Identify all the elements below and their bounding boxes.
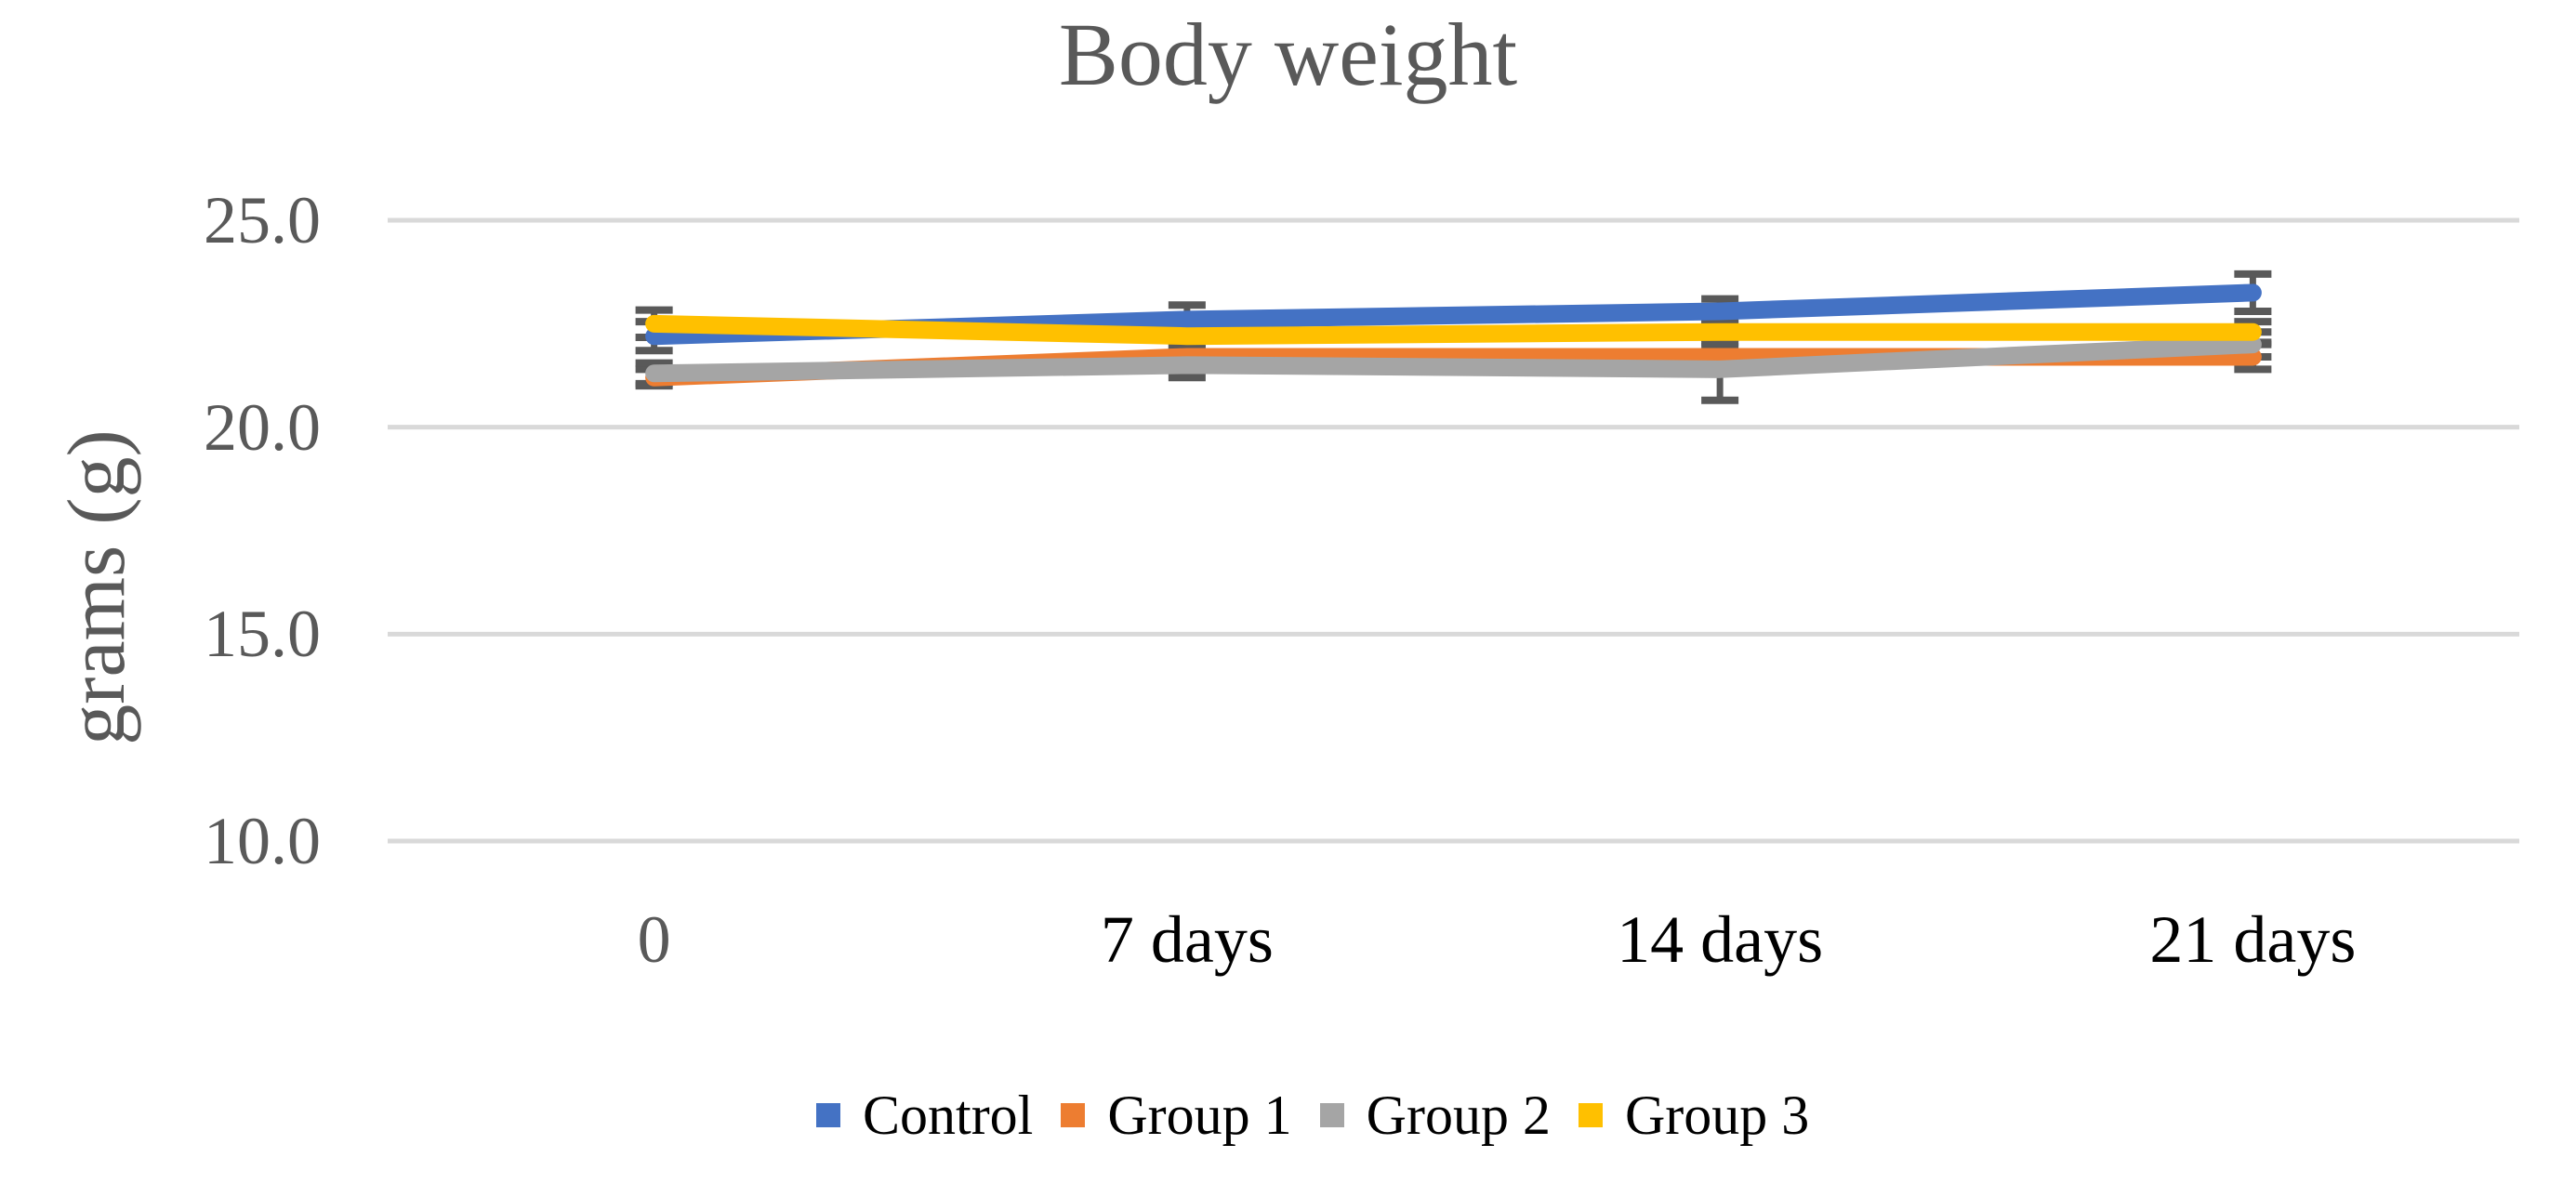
legend-label: Control — [863, 1085, 1034, 1146]
y-tick-label-25.0: 25.0 — [204, 183, 321, 257]
legend-marker-icon — [1578, 1103, 1603, 1127]
legend-label: Group 3 — [1624, 1085, 1810, 1146]
x-tick-label-7-days: 7 days — [1100, 902, 1274, 977]
legend-label: Group 2 — [1366, 1085, 1551, 1146]
legend-item-group-1: Group 1 — [1061, 1085, 1292, 1146]
legend-item-group-2: Group 2 — [1319, 1085, 1551, 1146]
legend-marker-icon — [816, 1103, 840, 1127]
legend: Control Group 1 Group 2 Group 3 — [816, 1087, 1809, 1143]
y-tick-label-10.0: 10.0 — [204, 804, 321, 878]
series-line-group-2 — [645, 335, 2262, 383]
legend-marker-icon — [1061, 1103, 1086, 1127]
legend-item-control: Control — [816, 1087, 1033, 1143]
legend-label: Group 1 — [1107, 1085, 1292, 1146]
y-tick-label-20.0: 20.0 — [204, 389, 321, 465]
x-tick-label-0: 0 — [637, 902, 671, 977]
legend-item-group-3: Group 3 — [1578, 1085, 1810, 1146]
legend-marker-icon — [1319, 1103, 1344, 1127]
y-tick-label-15.0: 15.0 — [204, 597, 321, 672]
series-line-group-3 — [645, 314, 2262, 346]
x-tick-label-14-days: 14 days — [1617, 902, 1824, 977]
x-tick-label-21-days: 21 days — [2149, 902, 2357, 977]
chart-title: Body weight — [1058, 5, 1518, 104]
